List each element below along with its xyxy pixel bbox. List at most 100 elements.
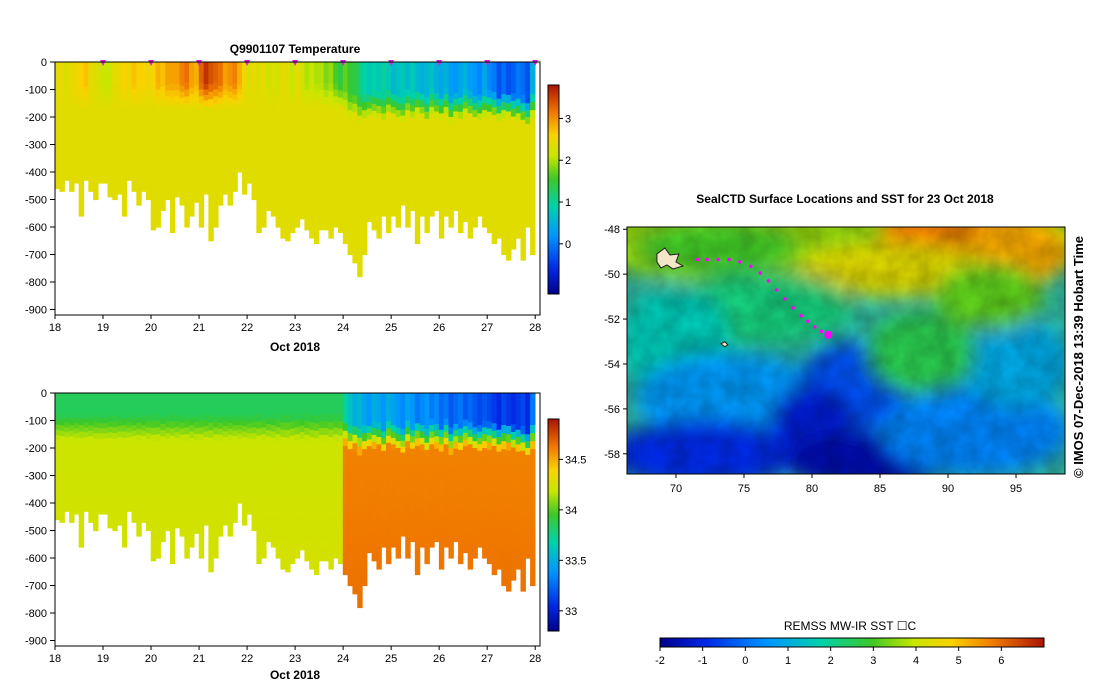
section-cell [169,478,176,486]
section-cell [55,130,61,137]
section-cell [467,532,474,541]
section-cell [193,184,200,192]
section-cell [462,479,469,487]
section-cell [386,161,392,170]
section-cell [419,209,426,217]
section-cell [241,398,248,405]
section-cell [314,461,320,470]
section-cell [400,73,406,81]
section-cell [141,175,147,182]
section-cell [318,525,325,534]
section-cell [362,545,368,555]
section-cell [390,94,397,102]
section-cell [472,427,478,435]
section-cell [169,140,176,148]
section-cell [136,393,142,400]
section-cell [429,444,435,452]
section-cell [472,454,478,463]
section-cell [338,83,344,92]
section-cell [323,413,330,422]
section-cell [78,399,85,407]
section-cell [261,530,267,538]
salinity-chart: 0-100-200-300-400-500-600-700-800-900 18… [25,388,586,682]
section-cell [155,503,161,511]
section-cell [453,99,459,106]
section-cell [213,441,219,449]
section-cell [217,133,224,141]
section-cell [169,506,176,515]
section-cell [530,238,536,248]
section-cell [405,123,411,132]
section-cell [486,535,493,543]
section-cell [482,537,488,545]
section-cell [141,110,147,117]
section-cell [438,437,445,445]
sst-colorbar-tick-label: 2 [828,655,834,667]
section-cell [314,84,320,93]
section-cell [467,157,474,166]
section-cell [280,554,286,563]
section-cell [73,503,80,510]
section-cell [169,535,176,543]
section-cell [515,400,522,409]
section-cell [208,549,214,558]
section-cell [289,435,296,444]
section-cell [477,444,483,452]
section-cell [64,145,70,152]
section-cell [217,458,224,466]
section-cell [69,137,75,144]
section-cell [510,155,517,164]
section-cell [362,150,368,159]
section-cell [78,450,85,458]
section-cell [232,463,238,469]
section-cell [390,450,397,458]
section-cell [501,190,507,199]
section-cell [458,421,464,430]
section-cell [285,181,291,190]
section-cell [270,87,277,95]
section-cell [462,201,469,209]
section-cell [64,116,70,122]
section-cell [443,514,450,522]
section-cell [472,213,478,221]
section-cell [222,150,229,157]
section-cell [458,118,464,127]
section-cell [366,168,373,176]
section-cell [352,409,358,419]
section-cell [198,441,205,449]
section-cell [419,62,426,70]
section-cell [193,486,200,493]
section-cell [69,511,75,518]
section-cell [217,410,224,418]
section-cell [414,536,421,545]
section-cell [203,106,209,113]
section-cell [486,407,493,415]
sst-map-frame [626,226,1066,475]
section-cell [371,525,378,534]
section-cell [362,190,368,199]
section-cell [395,503,402,511]
section-cell [347,110,354,119]
section-cell [342,423,349,432]
section-cell [241,172,248,179]
section-cell [530,425,536,434]
section-cell [227,199,233,206]
section-cell [342,393,349,402]
section-cell [285,437,291,446]
section-cell [289,76,296,84]
section-cell [482,103,488,111]
section-cell [294,523,301,532]
section-cell [280,76,286,85]
section-cell [304,469,310,478]
section-cell [227,476,233,483]
section-cell [520,508,526,518]
section-cell [299,445,306,453]
section-cell [381,139,387,147]
section-cell [270,418,277,426]
section-cell [150,82,157,91]
section-cell [438,150,445,158]
section-cell [136,157,142,164]
section-cell [414,99,421,108]
section-cell [280,91,286,100]
section-cell [458,556,464,565]
